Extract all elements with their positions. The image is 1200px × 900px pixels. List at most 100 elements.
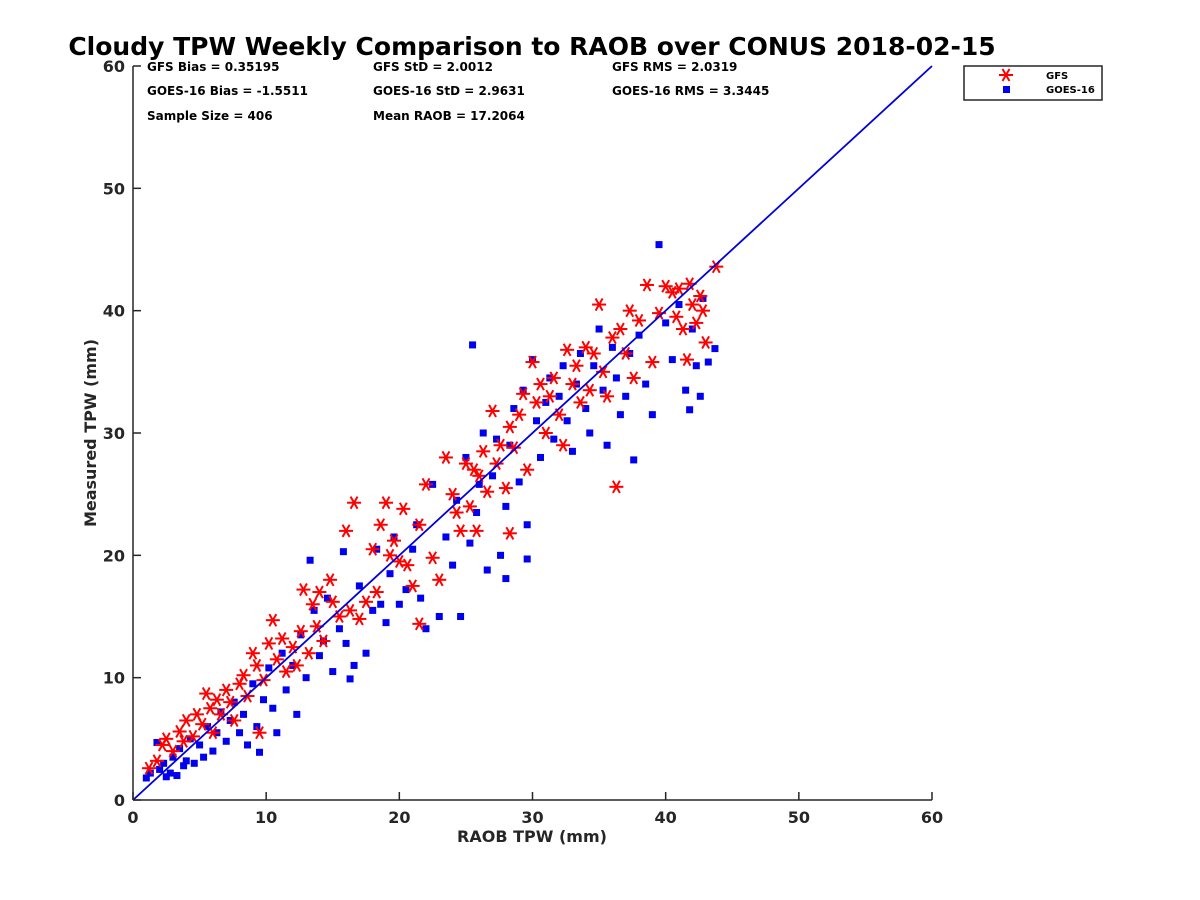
- goes16-point: [173, 772, 181, 780]
- gfs-point: [339, 524, 354, 538]
- goes16-point: [302, 674, 310, 682]
- gfs-point: [418, 477, 433, 491]
- goes16-point: [240, 710, 248, 718]
- gfs-point: [498, 481, 513, 495]
- gfs-point: [502, 420, 517, 434]
- gfs-point: [265, 613, 280, 627]
- goes16-point: [186, 735, 194, 743]
- goes16-point: [306, 556, 314, 564]
- gfs-point: [343, 603, 358, 617]
- gfs-point: [141, 761, 156, 775]
- legend-gfs-label: GFS: [1046, 71, 1068, 82]
- goes16-point: [502, 575, 510, 583]
- goes16-point: [323, 594, 331, 602]
- gfs-point: [301, 646, 316, 660]
- goes16-point: [142, 774, 150, 782]
- gfs-point: [325, 595, 340, 609]
- goes16-point: [265, 664, 273, 672]
- goes16-point: [453, 496, 461, 504]
- legend-gfs-asterisk: [999, 68, 1013, 82]
- mean-raob-text: Mean RAOB = 17.2064: [373, 109, 525, 123]
- gfs-point: [476, 444, 491, 458]
- goes16-point: [555, 392, 563, 400]
- goes16-point: [469, 341, 477, 349]
- goes16-point: [523, 555, 531, 563]
- goes16-point: [563, 417, 571, 425]
- x-tick-label: 50: [788, 808, 810, 827]
- goes16-point: [489, 472, 497, 480]
- goes16-point: [704, 358, 712, 366]
- gfs-point: [626, 371, 641, 385]
- gfs-point: [347, 496, 362, 510]
- gfs-point: [605, 331, 620, 345]
- goes16-point: [377, 600, 385, 608]
- goes16-point: [382, 619, 390, 627]
- gfs-point: [453, 524, 468, 538]
- gfs-rms-text: GFS RMS = 2.0319: [612, 60, 737, 74]
- goes16-point: [310, 606, 318, 614]
- goes16-point: [160, 759, 168, 767]
- goes16-point: [493, 435, 501, 443]
- gfs-point: [546, 371, 561, 385]
- plot-area: [132, 65, 933, 801]
- gfs-point: [261, 636, 276, 650]
- legend-goes16-label: GOES-16: [1046, 85, 1095, 96]
- gfs-point: [480, 485, 495, 499]
- gfs-point: [618, 346, 633, 361]
- goes16-point: [350, 661, 358, 669]
- y-tick-label: 10: [103, 669, 125, 688]
- goes16-point: [502, 502, 510, 510]
- gfs-point: [689, 316, 704, 330]
- goes16-point: [442, 533, 450, 541]
- gfs-point: [698, 335, 713, 350]
- gfs-point: [600, 389, 615, 403]
- goes16-point: [236, 729, 244, 737]
- goes16-point: [510, 405, 518, 413]
- goes16-point: [166, 769, 174, 777]
- goes16-point: [483, 566, 491, 574]
- gfs-point: [219, 683, 234, 697]
- goes16-point: [497, 551, 505, 559]
- gfs-point: [159, 732, 174, 746]
- gfs-point: [432, 573, 447, 587]
- goes16-point: [355, 582, 363, 590]
- goes16-point: [662, 319, 670, 327]
- gfs-point: [400, 558, 415, 572]
- goes16-point: [612, 374, 620, 382]
- gfs-point: [383, 548, 398, 562]
- goes16-point: [402, 586, 410, 594]
- gfs-point: [387, 534, 402, 548]
- goes16-point: [475, 480, 483, 488]
- gfs-point: [275, 631, 290, 646]
- gfs-point: [323, 573, 338, 587]
- gfs-point: [316, 634, 331, 648]
- gfs-point: [223, 695, 238, 709]
- goes16-point: [648, 411, 656, 419]
- goes16-point: [559, 362, 567, 370]
- gfs-point: [179, 713, 194, 728]
- x-tick-label: 20: [388, 808, 410, 827]
- gfs-point: [675, 322, 690, 336]
- y-tick-label: 0: [114, 791, 125, 810]
- goes16-point: [532, 417, 540, 425]
- x-tick-label: 40: [655, 808, 677, 827]
- gfs-point: [529, 395, 544, 409]
- goes16-point: [675, 301, 683, 309]
- gfs-point: [373, 518, 388, 532]
- gfs-point: [245, 646, 260, 660]
- gfs-point: [485, 404, 500, 418]
- goes16-point: [182, 757, 190, 765]
- goes16-bias-text: GOES-16 Bias = -1.5511: [147, 84, 308, 98]
- gfs-point: [379, 496, 394, 510]
- gfs-point: [622, 304, 637, 318]
- goes16-point: [686, 406, 694, 414]
- gfs-point: [352, 612, 367, 626]
- gfs-point: [542, 389, 557, 403]
- gfs-point: [269, 652, 284, 666]
- gfs-point: [693, 289, 708, 303]
- gfs-point: [296, 583, 311, 597]
- gfs-point: [516, 387, 531, 401]
- gfs-point: [189, 707, 204, 721]
- goes16-point: [622, 392, 630, 400]
- gfs-point: [560, 343, 575, 357]
